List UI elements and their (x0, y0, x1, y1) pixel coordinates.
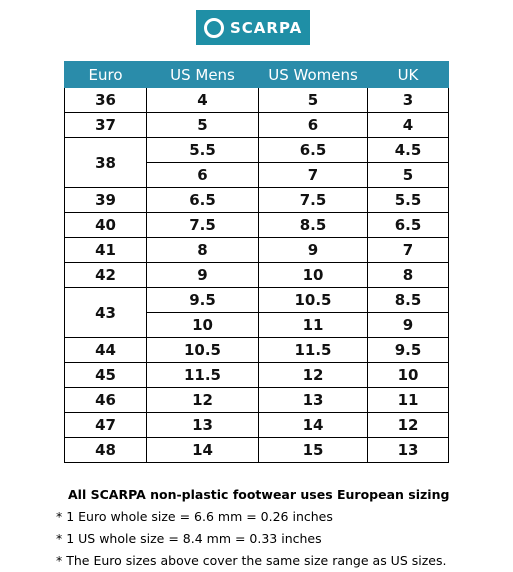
size-cell: 14 (258, 412, 368, 438)
size-cell: 11 (258, 312, 368, 338)
size-cell: 5 (258, 87, 368, 113)
table-row: 10 11 9 (65, 312, 449, 338)
size-cell: 15 (258, 437, 368, 463)
size-cell: 5 (367, 162, 449, 188)
table-row: 38 5.5 6.5 4.5 (64, 137, 449, 188)
table-row: 48 14 15 13 (64, 437, 449, 463)
header-cell: Euro (64, 61, 147, 88)
size-cell: 9 (258, 237, 368, 263)
size-cell: 13 (367, 437, 449, 463)
euro-cell: 42 (64, 262, 147, 288)
table-row: 41 8 9 7 (64, 237, 449, 263)
note-item: * The Euro sizes above cover the same si… (56, 553, 447, 568)
size-cell: 12 (367, 412, 449, 438)
table-row: 37 5 6 4 (64, 112, 449, 138)
table-row: 39 6.5 7.5 5.5 (64, 187, 449, 213)
header-cell: US Mens (146, 61, 259, 88)
size-cell: 6.5 (367, 212, 449, 238)
size-cell: 10.5 (146, 337, 259, 363)
size-cell: 5.5 (146, 137, 259, 163)
table-row: 46 12 13 11 (64, 387, 449, 413)
size-cell: 9.5 (367, 337, 449, 363)
size-cell: 6 (146, 162, 259, 188)
size-cell: 8 (146, 237, 259, 263)
size-cell: 7 (367, 237, 449, 263)
size-cell: 8.5 (367, 287, 449, 313)
size-cell: 12 (146, 387, 259, 413)
table-row: 44 10.5 11.5 9.5 (64, 337, 449, 363)
size-cell: 9 (146, 262, 259, 288)
size-cell: 6.5 (146, 187, 259, 213)
table-body: 36 4 5 3 37 5 6 4 38 5.5 6.5 4.5 6 7 5 39 6.5 7.5 5.5 40 7.5… (64, 87, 449, 463)
size-cell: 5.5 (367, 187, 449, 213)
size-cell: 9.5 (146, 287, 259, 313)
euro-cell: 44 (64, 337, 147, 363)
size-cell: 4 (146, 87, 259, 113)
header-cell: US Womens (258, 61, 368, 88)
size-cell: 11.5 (146, 362, 259, 388)
size-cell: 7.5 (146, 212, 259, 238)
size-cell: 11 (367, 387, 449, 413)
size-cell: 5 (146, 112, 259, 138)
size-cell: 6 (258, 112, 368, 138)
logo-icon (204, 17, 224, 38)
notes: All SCARPA non-plastic footwear uses Eur… (56, 484, 449, 572)
logo: SCARPA (196, 10, 310, 45)
size-cell: 11.5 (258, 337, 368, 363)
euro-cell: 36 (64, 87, 147, 113)
size-cell: 10 (258, 262, 368, 288)
note-item: * 1 Euro whole size = 6.6 mm = 0.26 inch… (56, 509, 333, 524)
note-item: * 1 US whole size = 8.4 mm = 0.33 inches (56, 531, 322, 546)
size-cell: 4.5 (367, 137, 449, 163)
header-cell: UK (367, 61, 449, 88)
table-row: 40 7.5 8.5 6.5 (64, 212, 449, 238)
size-cell: 13 (146, 412, 259, 438)
euro-cell: 40 (64, 212, 147, 238)
size-table: Euro US Mens US Womens UK 36 4 5 3 37 5 6 4 38 5.5 6.… (64, 61, 449, 463)
table-row: 42 9 10 8 (64, 262, 449, 288)
size-cell: 8.5 (258, 212, 368, 238)
table-row: 47 13 14 12 (64, 412, 449, 438)
logo-text: SCARPA (230, 18, 303, 37)
table-row: 45 11.5 12 10 (64, 362, 449, 388)
euro-cell: 39 (64, 187, 147, 213)
euro-cell: 41 (64, 237, 147, 263)
size-cell: 13 (258, 387, 368, 413)
size-cell: 8 (367, 262, 449, 288)
size-cell: 10.5 (258, 287, 368, 313)
size-cell: 9 (367, 312, 449, 338)
size-cell: 7.5 (258, 187, 368, 213)
size-cell: 10 (146, 312, 259, 338)
size-cell: 6.5 (258, 137, 368, 163)
euro-cell: 37 (64, 112, 147, 138)
euro-cell: 45 (64, 362, 147, 388)
notes-heading: All SCARPA non-plastic footwear uses Eur… (68, 487, 450, 502)
euro-cell: 38 (64, 137, 147, 188)
table-row: 43 9.5 10.5 8.5 (64, 287, 449, 338)
size-cell: 7 (258, 162, 368, 188)
euro-cell: 43 (64, 287, 147, 338)
size-cell: 14 (146, 437, 259, 463)
euro-cell: 46 (64, 387, 147, 413)
euro-cell: 47 (64, 412, 147, 438)
size-cell: 4 (367, 112, 449, 138)
header-row: Euro US Mens US Womens UK (64, 61, 449, 88)
table-row: 36 4 5 3 (64, 87, 449, 113)
size-cell: 10 (367, 362, 449, 388)
euro-cell: 48 (64, 437, 147, 463)
size-cell: 3 (367, 87, 449, 113)
size-cell: 12 (258, 362, 368, 388)
